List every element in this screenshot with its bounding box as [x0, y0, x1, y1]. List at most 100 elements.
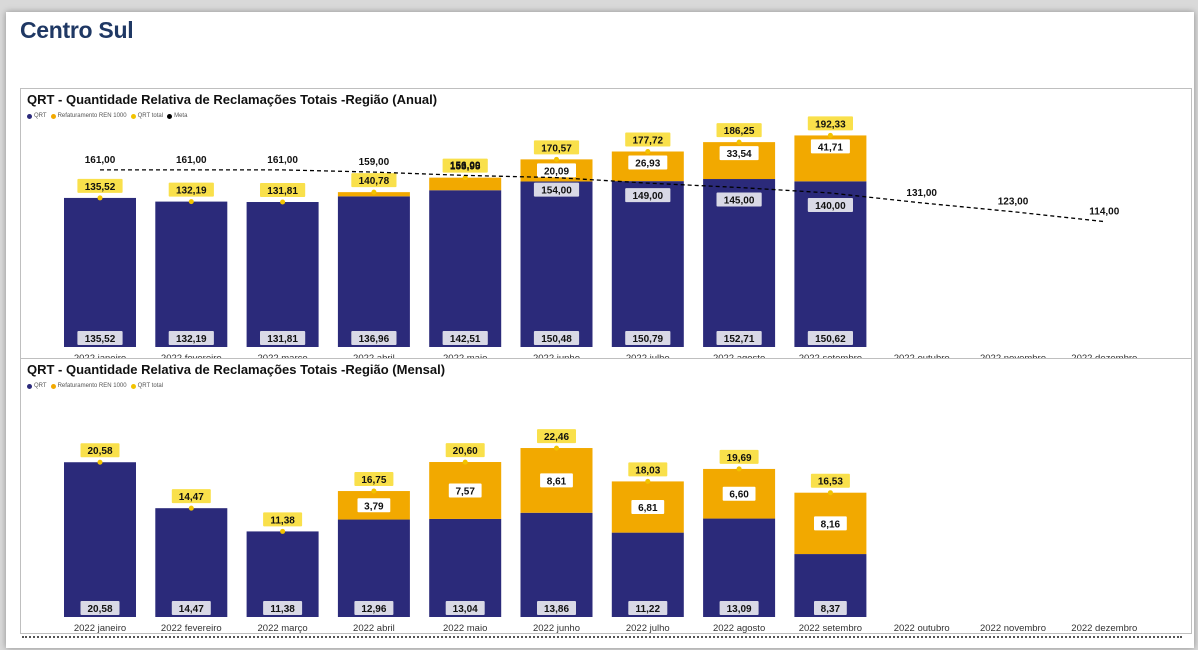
data-label-refaturamento-text: 20,09	[544, 166, 569, 177]
x-tick-label: 2022 junho	[533, 353, 580, 359]
legend-item-qrt[interactable]: QRT	[27, 113, 47, 119]
bar-qrt[interactable]	[429, 190, 502, 347]
bar-qrt[interactable]	[64, 197, 136, 347]
bar-qrt[interactable]	[155, 508, 228, 617]
point-qrt-total[interactable]	[280, 199, 286, 205]
data-label-qrt: 150,79	[625, 331, 671, 345]
bar-qrt[interactable]	[703, 518, 776, 617]
data-label-qrt-bg	[263, 601, 303, 615]
bar-qrt[interactable]	[337, 196, 410, 347]
bar-qrt[interactable]	[611, 181, 684, 347]
data-label-qrt-total: 140,78	[351, 173, 397, 188]
page-divider	[22, 636, 1182, 638]
x-tick-label: 2022 julho	[626, 623, 670, 633]
point-qrt-total[interactable]	[645, 149, 651, 155]
data-label-qrt-total-text: 22,46	[544, 432, 569, 443]
data-label-qrt-total-text: 16,75	[361, 475, 386, 486]
data-label-qrt-text: 132,19	[176, 334, 207, 345]
data-label-qrt-total: 11,38	[263, 512, 303, 527]
data-label-qrt-total-bg	[628, 462, 668, 477]
data-label-qrt: 150,62	[807, 331, 853, 345]
data-label-meta: 149,00	[625, 188, 671, 203]
legend-dot-qrt	[27, 113, 32, 119]
legend-item-meta[interactable]: Meta	[167, 113, 187, 119]
point-qrt-total[interactable]	[827, 490, 833, 496]
data-label-meta: 140,00	[807, 198, 853, 212]
x-tick-label: 2022 outubro	[894, 353, 950, 359]
point-qrt-total[interactable]	[462, 175, 468, 181]
data-label-refaturamento-text: 7,57	[455, 486, 475, 497]
x-tick-label: 2022 julho	[626, 353, 670, 359]
data-label-qrt-text: 12,96	[361, 604, 386, 615]
bar-refaturamento[interactable]	[429, 177, 502, 191]
bar-qrt[interactable]	[429, 518, 502, 617]
data-label-qrt-total-text: 16,53	[818, 477, 843, 488]
data-label-qrt-total-text: 140,78	[359, 176, 390, 187]
bar-qrt[interactable]	[520, 512, 593, 617]
data-label-qrt-total: 186,25	[716, 123, 762, 138]
data-label-qrt-total-bg	[716, 123, 762, 138]
data-label-meta: 161,00	[85, 155, 116, 166]
data-label-qrt-total-bg	[537, 429, 576, 444]
x-tick-label: 2022 dezembro	[1071, 353, 1137, 359]
point-qrt-total[interactable]	[736, 139, 742, 145]
point-qrt-total[interactable]	[827, 132, 833, 138]
point-qrt-total[interactable]	[645, 478, 651, 484]
data-label-qrt-bg	[628, 601, 668, 615]
x-tick-label: 2022 junho	[533, 623, 580, 633]
legend-item-qrt[interactable]: QRT	[27, 383, 47, 389]
data-label-qrt-total-bg	[80, 443, 120, 458]
data-label-qrt-text: 8,37	[821, 604, 841, 615]
data-label-qrt-bg	[719, 601, 759, 615]
data-label-qrt: 12,96	[354, 601, 394, 615]
bar-qrt[interactable]	[703, 179, 776, 347]
bar-qrt[interactable]	[337, 519, 410, 617]
point-qrt-total[interactable]	[371, 189, 377, 195]
x-tick-label: 2022 fevereiro	[161, 353, 222, 359]
data-label-qrt: 14,47	[171, 601, 211, 615]
data-label-meta: 154,00	[533, 182, 580, 197]
data-label-meta: 114,00	[1089, 207, 1119, 218]
bar-qrt[interactable]	[246, 202, 319, 347]
bar-qrt[interactable]	[520, 181, 593, 347]
bar-qrt[interactable]	[155, 201, 228, 347]
data-label-meta-text: 149,00	[633, 191, 664, 202]
data-label-qrt-total-bg	[445, 443, 485, 458]
data-label-qrt: 11,22	[628, 601, 668, 615]
legend-item-qrt-total[interactable]: QRT total	[130, 383, 163, 389]
data-label-qrt: 152,71	[716, 331, 762, 345]
point-qrt-total[interactable]	[371, 488, 377, 494]
data-label-qrt-bg	[533, 331, 580, 345]
legend-item-refaturamento[interactable]: Refaturamento REN 1000	[50, 113, 127, 119]
data-label-qrt: 132,19	[168, 331, 214, 345]
data-label-qrt-bg	[814, 601, 847, 615]
legend-dot-qrt-total	[130, 383, 136, 389]
data-label-qrt-text: 152,71	[724, 334, 755, 345]
data-label-qrt-bg	[260, 331, 306, 345]
data-label-qrt: 135,52	[77, 331, 123, 345]
point-qrt-total[interactable]	[280, 528, 286, 534]
point-qrt-total[interactable]	[188, 505, 194, 511]
x-tick-label: 2022 agosto	[713, 353, 765, 359]
data-label-qrt-bg	[354, 601, 394, 615]
point-qrt-total[interactable]	[97, 195, 103, 201]
data-label-refaturamento-bg	[448, 483, 482, 498]
point-qrt-total[interactable]	[188, 199, 194, 205]
point-qrt-total[interactable]	[554, 445, 559, 451]
point-qrt-total[interactable]	[462, 459, 468, 465]
point-qrt-total[interactable]	[736, 466, 742, 472]
data-label-refaturamento: 41,71	[810, 139, 850, 154]
data-label-qrt-total: 131,81	[260, 183, 306, 198]
bar-qrt[interactable]	[64, 462, 136, 617]
legend-item-qrt-total[interactable]: QRT total	[130, 113, 163, 119]
point-qrt-total[interactable]	[554, 156, 559, 162]
data-label-qrt: 8,37	[814, 601, 847, 615]
data-label-qrt-total-bg	[810, 473, 850, 488]
annual-legend: QRT Refaturamento REN 1000 QRT total Met…	[27, 113, 187, 119]
data-label-refaturamento: 3,79	[357, 498, 391, 513]
x-tick-label: 2022 outubro	[894, 623, 950, 633]
data-label-refaturamento: 33,54	[719, 146, 759, 161]
point-qrt-total[interactable]	[97, 459, 103, 465]
data-label-refaturamento-bg	[540, 473, 573, 488]
legend-item-refaturamento[interactable]: Refaturamento REN 1000	[50, 383, 127, 389]
